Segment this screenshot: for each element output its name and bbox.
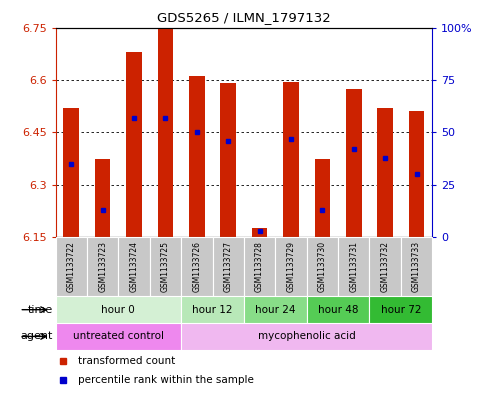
Text: untreated control: untreated control	[73, 331, 164, 342]
Bar	[244, 237, 275, 296]
Bar	[409, 112, 425, 237]
Bar	[181, 237, 213, 296]
Text: hour 12: hour 12	[192, 305, 233, 315]
Bar	[63, 108, 79, 237]
Bar	[181, 323, 432, 350]
Bar	[56, 237, 87, 296]
Bar	[150, 237, 181, 296]
Text: GDS5265 / ILMN_1797132: GDS5265 / ILMN_1797132	[157, 11, 331, 24]
Bar	[252, 228, 268, 237]
Bar	[95, 159, 111, 237]
Text: GSM1133731: GSM1133731	[349, 241, 358, 292]
Text: hour 24: hour 24	[255, 305, 296, 315]
Bar	[87, 237, 118, 296]
Text: transformed count: transformed count	[78, 356, 175, 366]
Bar	[275, 237, 307, 296]
Bar	[377, 108, 393, 237]
Bar	[346, 89, 362, 237]
Text: GSM1133732: GSM1133732	[381, 241, 390, 292]
Bar	[157, 29, 173, 237]
Bar	[369, 296, 432, 323]
Text: GSM1133733: GSM1133733	[412, 241, 421, 292]
Bar	[244, 296, 307, 323]
Text: GSM1133728: GSM1133728	[255, 241, 264, 292]
Text: hour 48: hour 48	[318, 305, 358, 315]
Text: hour 72: hour 72	[381, 305, 421, 315]
Text: GSM1133730: GSM1133730	[318, 241, 327, 292]
Text: mycophenolic acid: mycophenolic acid	[258, 331, 355, 342]
Text: hour 0: hour 0	[101, 305, 135, 315]
Text: percentile rank within the sample: percentile rank within the sample	[78, 375, 254, 385]
Text: GSM1133729: GSM1133729	[286, 241, 296, 292]
Bar	[213, 237, 244, 296]
Bar	[401, 237, 432, 296]
Bar	[369, 237, 401, 296]
Text: GSM1133723: GSM1133723	[98, 241, 107, 292]
Bar	[220, 83, 236, 237]
Bar	[283, 82, 299, 237]
Bar	[189, 77, 205, 237]
Bar	[56, 323, 181, 350]
Text: GSM1133724: GSM1133724	[129, 241, 139, 292]
Bar	[181, 296, 244, 323]
Bar	[314, 159, 330, 237]
Bar	[126, 52, 142, 237]
Bar	[307, 237, 338, 296]
Text: GSM1133722: GSM1133722	[67, 241, 76, 292]
Bar	[338, 237, 369, 296]
Text: GSM1133725: GSM1133725	[161, 241, 170, 292]
Text: GSM1133726: GSM1133726	[192, 241, 201, 292]
Text: time: time	[28, 305, 53, 315]
Bar	[118, 237, 150, 296]
Bar	[56, 296, 181, 323]
Bar	[307, 296, 369, 323]
Text: agent: agent	[21, 331, 53, 342]
Text: GSM1133727: GSM1133727	[224, 241, 233, 292]
